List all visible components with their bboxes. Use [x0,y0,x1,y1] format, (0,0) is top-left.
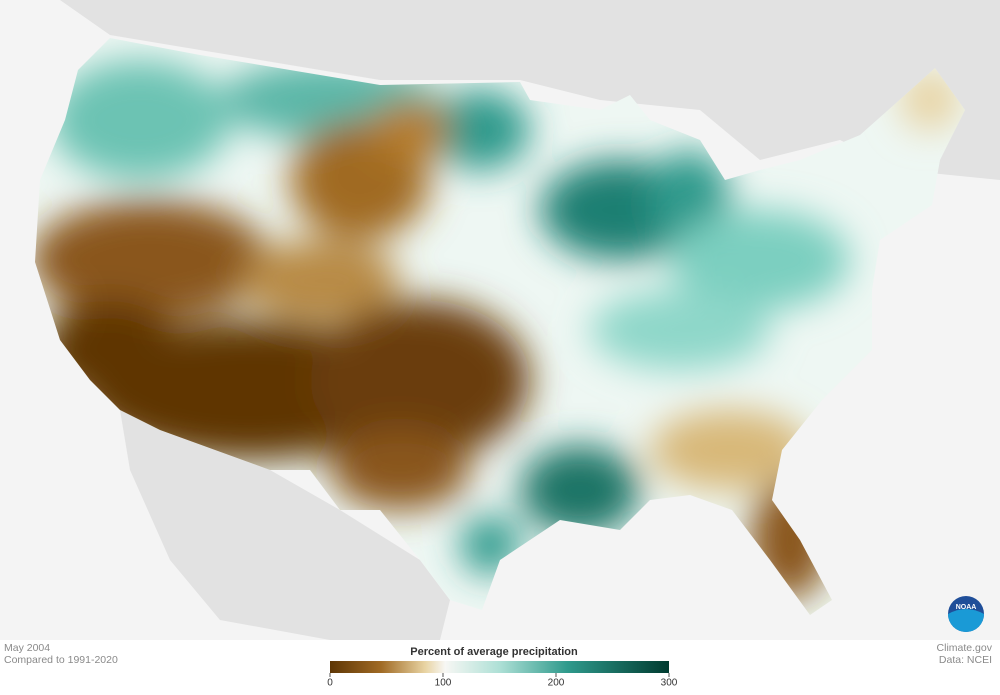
colorbar-tick-label: 100 [435,678,452,689]
credit-site: Climate.gov [937,642,993,654]
canada [60,0,1000,180]
colorbar-tick-label: 200 [548,678,565,689]
caption-baseline: Compared to 1991-2020 [4,654,118,666]
colorbar-tick-label: 300 [661,678,678,689]
legend-title: Percent of average precipitation [410,646,578,658]
colorbar [330,661,669,673]
noaa-logo-text: NOAA [956,604,977,611]
colorbar-tick-label: 0 [327,678,333,689]
mexico [120,410,450,640]
noaa-logo-wave [948,609,984,632]
caption-date: May 2004 [4,642,50,654]
credit-source: Data: NCEI [939,654,992,666]
